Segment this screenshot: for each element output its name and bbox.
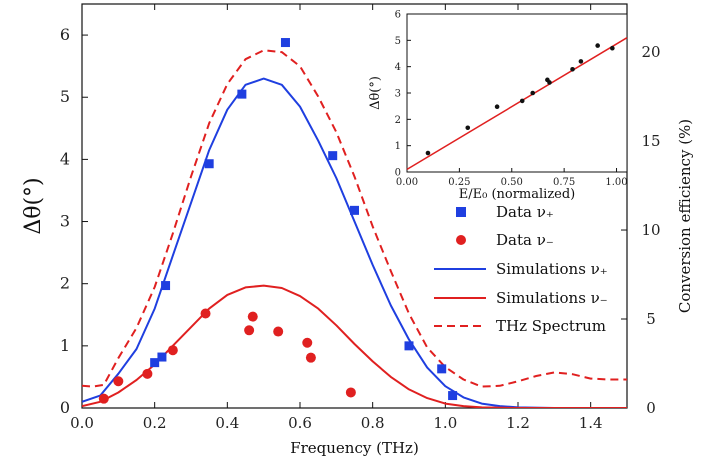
y-tick-label: 2	[60, 274, 70, 293]
data-point-square	[280, 38, 290, 48]
data-point-square	[237, 89, 247, 99]
x-tick-label: 0.4	[215, 414, 239, 432]
data-point-square	[448, 391, 458, 401]
x-tick-label: 1.0	[433, 414, 457, 432]
y2-tick-label: 15	[641, 132, 660, 150]
data-point-circle	[345, 387, 356, 398]
data-point-square	[157, 352, 167, 362]
inset-x-axis-label: E/E₀ (normalized)	[459, 187, 576, 202]
y2-tick-label: 0	[646, 399, 656, 417]
inset-frame	[406, 13, 628, 173]
inset-data-point	[494, 104, 500, 109]
inset-x-tick-label: 0.75	[553, 177, 575, 188]
data-point-circle	[113, 376, 124, 387]
data-point-square	[328, 151, 338, 161]
inset-data-point	[578, 59, 584, 64]
y2-axis-label: Conversion efficiency (%)	[676, 119, 694, 313]
data-point-circle	[142, 368, 153, 379]
data-point-circle	[167, 345, 178, 356]
inset-x-tick-label: 0.50	[501, 177, 523, 188]
y-tick-label: 0	[60, 398, 70, 417]
inset-data-point	[425, 150, 431, 156]
data-point-circle	[302, 337, 313, 348]
data-point-square	[204, 159, 214, 169]
y-tick-label: 1	[60, 336, 70, 355]
legend-label: Data ν₋	[496, 231, 554, 249]
inset-y-tick-label: 5	[395, 36, 401, 47]
inset-x-tick-label: 0.00	[396, 177, 418, 188]
x-tick-label: 0.2	[143, 414, 167, 432]
data-point-circle	[273, 326, 284, 337]
y2-tick-label: 10	[641, 221, 660, 239]
inset-data-point	[530, 90, 536, 96]
x-tick-label: 1.2	[506, 414, 530, 432]
x-tick-label: 0.0	[70, 414, 94, 432]
inset-data-point	[595, 43, 600, 48]
data-point-circle	[305, 352, 316, 363]
y-tick-label: 3	[60, 212, 70, 231]
y2-tick-label: 5	[646, 310, 656, 328]
data-point-circle	[247, 311, 258, 322]
inset-data-point	[547, 80, 552, 85]
legend: Data ν₊ Data ν₋ Simulations ν₊ Simulations …	[434, 203, 608, 335]
data-point-square	[150, 358, 160, 368]
inset-data-point	[570, 67, 575, 72]
legend-label: THz Spectrum	[496, 317, 606, 335]
inset-y-tick-label: 0	[395, 168, 401, 179]
inset-y-axis-label: Δθ(°)	[368, 76, 383, 110]
data-point-circle	[200, 308, 211, 319]
x-tick-label: 0.8	[361, 414, 385, 432]
y-axis-label: Δθ(°)	[21, 177, 46, 234]
inset-fit-line	[406, 37, 628, 171]
y-tick-label: 6	[60, 25, 70, 44]
inset-y-tick-label: 3	[395, 89, 401, 100]
inset-y-tick-label: 4	[395, 62, 401, 73]
inset-y-tick-label: 6	[395, 10, 401, 21]
inset-data-point	[519, 98, 525, 104]
legend-label: Simulations ν₊	[496, 260, 608, 278]
x-tick-label: 1.4	[579, 414, 603, 432]
plot-frame	[81, 3, 628, 409]
legend-marker-square	[456, 207, 466, 217]
data-point-square	[437, 364, 447, 374]
inset-data-point	[465, 125, 471, 131]
inset-data-point	[610, 45, 615, 51]
legend-label: Simulations ν₋	[496, 289, 608, 307]
legend-label: Data ν₊	[496, 203, 554, 221]
main-plot: 0.0 0.2 0.4 0.6 0.8 1.0 1.2 1.4012345605101520F…	[21, 3, 694, 457]
y2-tick-label: 20	[641, 43, 660, 61]
y-tick-label: 5	[60, 87, 70, 106]
inset-x-tick-label: 1.00	[605, 177, 627, 188]
y-tick-label: 4	[60, 149, 70, 168]
data-point-square	[404, 341, 414, 351]
data-point-square	[350, 205, 359, 215]
x-tick-label: 0.6	[288, 414, 312, 432]
inset-plot: 0.00 0.25 0.50 0.75 1.00 0 1 2 3 4 5 6 E/E₀ (normali…	[368, 10, 628, 203]
legend-marker-circle	[456, 235, 466, 245]
inset-y-tick-label: 1	[395, 141, 401, 152]
series-line-4	[82, 49, 627, 388]
x-axis-label: Frequency (THz)	[290, 439, 419, 457]
data-point-circle	[98, 393, 109, 404]
data-point-square	[161, 281, 171, 291]
inset-x-tick-label: 0.25	[448, 177, 470, 188]
inset-y-tick-label: 2	[395, 115, 401, 126]
data-point-circle	[244, 325, 255, 336]
